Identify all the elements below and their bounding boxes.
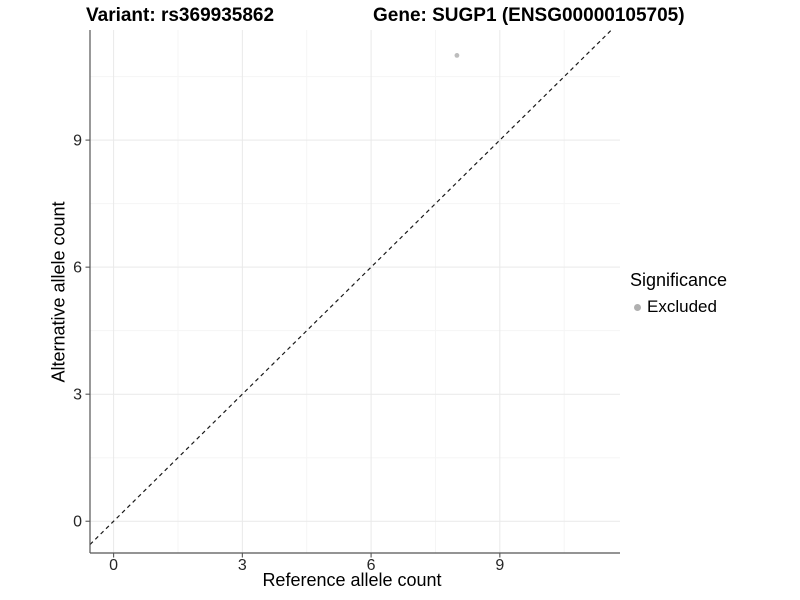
- identity-dashed-line: [89, 29, 612, 545]
- plot-title-gene: Gene: SUGP1 (ENSG00000105705): [373, 5, 685, 26]
- y-tick-label: 6: [73, 260, 82, 277]
- legend: Significance Excluded: [630, 270, 727, 317]
- legend-title: Significance: [630, 270, 728, 290]
- y-tick-label: 3: [73, 387, 82, 404]
- data-point-excluded: [454, 53, 460, 58]
- x-axis-title: Reference allele count: [262, 570, 442, 590]
- legend-item-excluded: Excluded: [634, 297, 727, 317]
- legend-item-label: Excluded: [647, 297, 717, 316]
- excluded-swatch-dot: [634, 303, 641, 311]
- plot-title-variant: Variant: rs369935862: [86, 5, 275, 26]
- x-tick-label: 6: [367, 557, 376, 574]
- y-axis-title: Alternative allele count: [48, 201, 69, 383]
- y-tick-label: 0: [73, 514, 82, 531]
- y-tick-label: 9: [73, 133, 82, 150]
- x-tick-label: 0: [109, 557, 118, 574]
- x-tick-label: 9: [495, 557, 504, 574]
- x-tick-label: 3: [238, 557, 247, 574]
